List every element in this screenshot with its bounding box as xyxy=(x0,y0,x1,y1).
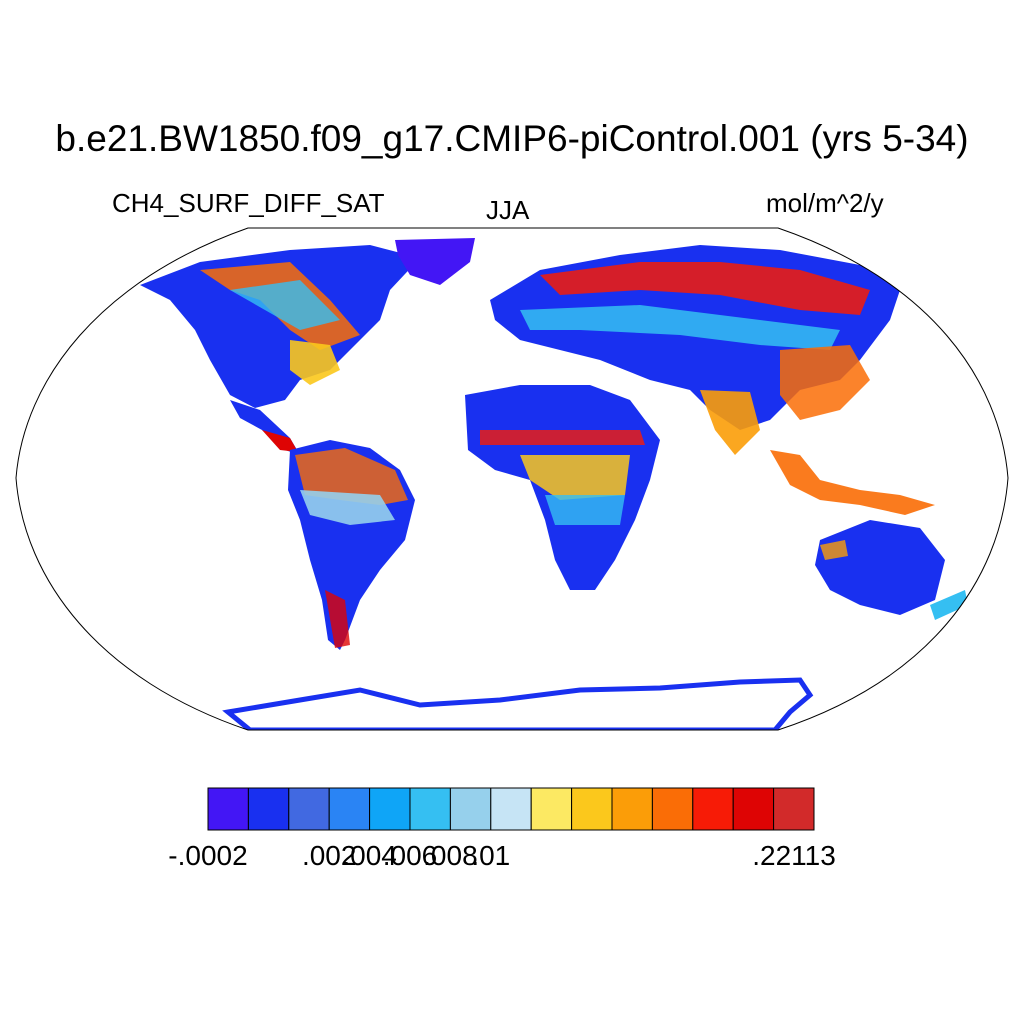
variable-label: CH4_SURF_DIFF_SAT xyxy=(112,188,385,218)
south-america-amazon xyxy=(295,448,408,505)
units-label: mol/m^2/y xyxy=(766,188,884,218)
colorbar-swatch xyxy=(692,787,734,831)
colorbar-swatch xyxy=(207,787,249,831)
colorbar xyxy=(207,787,815,831)
africa-tropics xyxy=(520,455,630,500)
maritime-continent xyxy=(770,450,935,515)
colorbar-swatch xyxy=(369,787,411,831)
australia-edge xyxy=(820,540,848,560)
colorbar-swatch xyxy=(571,787,613,831)
colorbar-swatch xyxy=(328,787,371,831)
colorbar-swatch xyxy=(732,787,775,831)
central-america-band xyxy=(262,430,298,452)
south-america-band xyxy=(300,490,395,525)
colorbar-tick-label: .008 xyxy=(423,840,478,871)
colorbar-swatch xyxy=(530,787,573,831)
east-asia xyxy=(780,345,870,420)
colorbar-tick-label: .01 xyxy=(471,840,511,871)
colorbar-swatch xyxy=(449,787,492,831)
colorbar-tick-label: .004 xyxy=(342,840,397,871)
colorbar-swatch xyxy=(651,787,694,831)
new-zealand xyxy=(930,590,968,620)
season-label: JJA xyxy=(486,195,530,225)
colorbar-tick-label: -.0002 xyxy=(168,840,248,871)
colorbar-swatch xyxy=(611,787,653,831)
colorbar-swatch xyxy=(409,787,451,831)
colorbar-tick-label: .002 xyxy=(301,840,357,871)
colorbar-tick-label: .22113 xyxy=(752,840,836,871)
eurasia-boreal xyxy=(540,262,870,315)
north-america-band xyxy=(230,280,340,330)
africa-south-band xyxy=(545,495,625,525)
colorbar-tick-label: .006 xyxy=(382,840,438,871)
north-america-landmass xyxy=(140,245,420,408)
australia-landmass xyxy=(815,520,945,615)
map-outline xyxy=(15,227,1009,731)
colorbar-swatch xyxy=(773,787,815,831)
north-america-east xyxy=(290,340,340,385)
africa-sahel xyxy=(480,430,645,445)
south-america-south xyxy=(325,590,350,648)
map-title: b.e21.BW1850.f09_g17.CMIP6-piControl.001… xyxy=(55,118,969,159)
antarctica-coast xyxy=(222,677,814,730)
colorbar-swatch xyxy=(247,787,290,831)
eurasia-band xyxy=(520,305,840,350)
south-asia xyxy=(700,390,760,455)
greenland-landmass xyxy=(395,238,475,285)
colorbar-swatch xyxy=(288,787,330,831)
colorbar-swatch xyxy=(490,787,532,831)
